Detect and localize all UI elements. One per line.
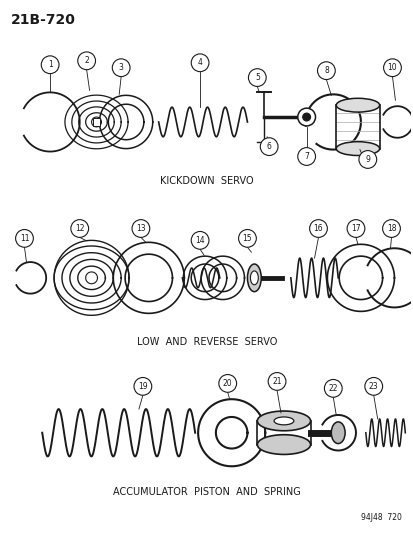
Text: 19: 19 [138,382,147,391]
Circle shape [238,230,256,247]
Ellipse shape [247,264,261,292]
Circle shape [324,379,341,397]
Circle shape [382,220,399,237]
Text: 21: 21 [272,377,281,386]
Text: LOW  AND  REVERSE  SERVO: LOW AND REVERSE SERVO [136,337,277,347]
Text: 10: 10 [387,63,396,72]
Text: 94J48  720: 94J48 720 [361,513,401,521]
Text: 16: 16 [313,224,323,233]
Circle shape [71,220,88,237]
Text: 7: 7 [304,152,309,161]
Text: KICKDOWN  SERVO: KICKDOWN SERVO [160,176,253,186]
Circle shape [134,377,152,395]
Polygon shape [93,118,100,126]
Circle shape [297,148,315,165]
Text: 5: 5 [254,73,259,82]
Circle shape [297,108,315,126]
Text: 17: 17 [350,224,360,233]
Circle shape [16,230,33,247]
Circle shape [132,220,150,237]
Circle shape [78,52,95,70]
Circle shape [317,62,335,79]
Circle shape [383,59,400,77]
Text: 20: 20 [222,379,232,388]
Text: 14: 14 [195,236,204,245]
Circle shape [260,138,278,156]
Text: ACCUMULATOR  PISTON  AND  SPRING: ACCUMULATOR PISTON AND SPRING [113,487,300,497]
Circle shape [364,377,382,395]
Circle shape [309,220,327,237]
Ellipse shape [250,271,258,285]
Text: 15: 15 [242,234,252,243]
Circle shape [191,231,209,249]
Circle shape [302,113,310,121]
Ellipse shape [257,411,310,431]
Circle shape [268,373,285,390]
Circle shape [346,220,364,237]
Text: 4: 4 [197,58,202,67]
Text: 3: 3 [119,63,123,72]
Circle shape [41,56,59,74]
Ellipse shape [273,417,293,425]
Text: 12: 12 [75,224,84,233]
Circle shape [112,59,130,77]
Text: 22: 22 [328,384,337,393]
Circle shape [358,151,376,168]
Ellipse shape [257,435,310,455]
Text: 1: 1 [47,60,52,69]
Text: 8: 8 [323,66,328,75]
Circle shape [248,69,266,86]
Ellipse shape [330,422,344,443]
Text: 23: 23 [368,382,377,391]
Text: 13: 13 [136,224,145,233]
Text: 11: 11 [20,234,29,243]
Text: 18: 18 [386,224,395,233]
Circle shape [218,375,236,392]
Ellipse shape [335,142,379,156]
Ellipse shape [335,98,379,112]
Text: 6: 6 [266,142,271,151]
Text: 21B-720: 21B-720 [11,13,75,27]
Circle shape [191,54,209,71]
Text: 2: 2 [84,56,89,66]
Text: 9: 9 [365,155,369,164]
